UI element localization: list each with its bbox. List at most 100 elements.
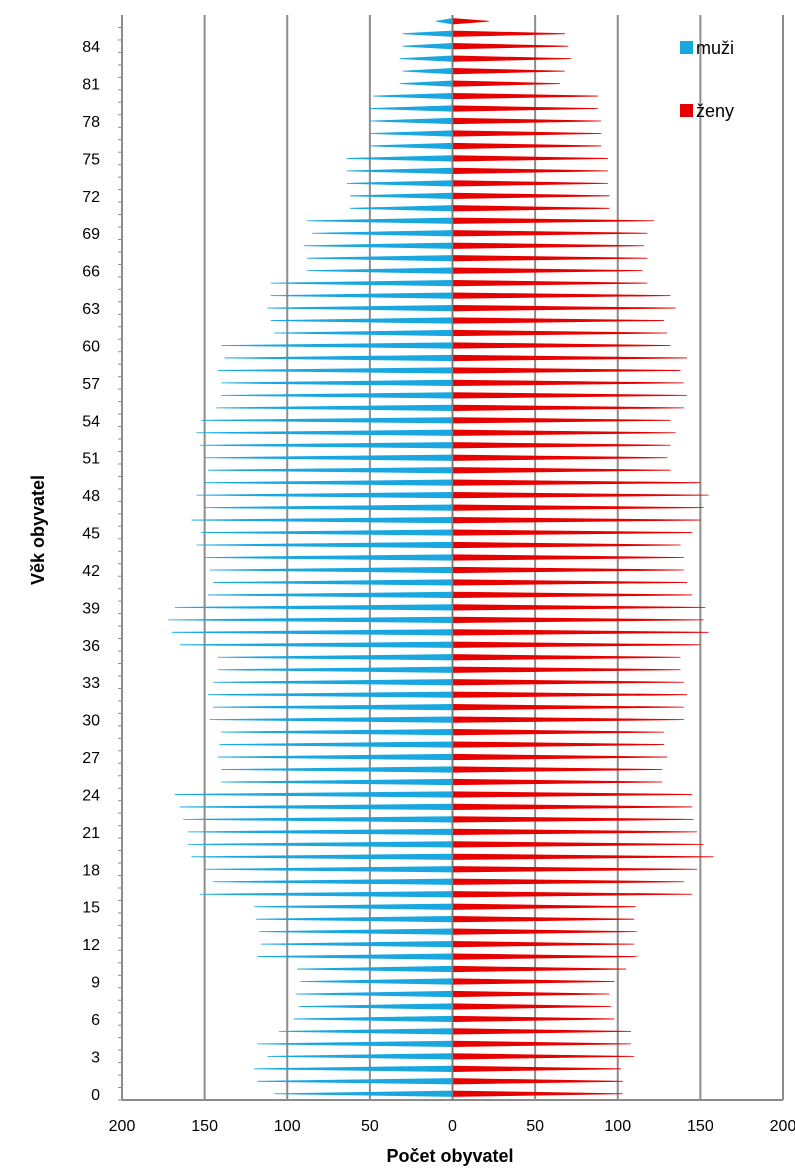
x-tick-label-3: 50 — [361, 1118, 379, 1135]
zeny-bar-age-6 — [452, 1015, 615, 1023]
muzi-bar-age-83 — [399, 55, 453, 62]
y-tick-label-12: 12 — [82, 937, 100, 954]
muzi-bar-age-10 — [297, 965, 453, 973]
zeny-bar-age-11 — [452, 953, 638, 960]
y-tick-label-9: 9 — [91, 975, 100, 992]
zeny-bar-age-27 — [452, 753, 668, 761]
x-tick-label-1: 150 — [191, 1118, 218, 1135]
zeny-bar-age-29 — [452, 728, 665, 736]
muzi-bar-age-16 — [199, 891, 453, 898]
zeny-bar-age-10 — [452, 965, 627, 973]
series-muzi-bars — [168, 18, 453, 1097]
x-tick-label-4: 0 — [448, 1118, 457, 1135]
legend-swatch-zeny — [680, 104, 693, 117]
muzi-bar-age-22 — [183, 816, 453, 823]
zeny-bar-age-50 — [452, 467, 671, 474]
zeny-bar-age-9 — [452, 978, 615, 985]
y-tick-label-6: 6 — [91, 1012, 100, 1029]
x-tick-labels: 200 150 100 50 0 50 100 150 200 — [109, 1118, 795, 1135]
y-tick-label-54: 54 — [82, 413, 100, 430]
y-tick-label-48: 48 — [82, 488, 100, 505]
muzi-bar-age-11 — [257, 953, 453, 960]
zeny-bar-age-25 — [452, 778, 663, 786]
y-tick-labels: 0369121518212427303336394245485154576063… — [82, 39, 100, 1104]
muzi-bar-age-61 — [274, 329, 453, 337]
x-tick-label-7: 150 — [687, 1118, 714, 1135]
muzi-bar-age-48 — [196, 492, 453, 499]
zeny-bar-age-31 — [452, 704, 684, 711]
legend-label-muzi: muži — [696, 38, 734, 58]
muzi-bar-age-30 — [209, 716, 453, 723]
muzi-bar-age-14 — [255, 916, 453, 923]
y-tick-label-36: 36 — [82, 638, 100, 655]
zeny-bar-age-70 — [452, 217, 655, 224]
zeny-bar-age-74 — [452, 167, 608, 175]
zeny-bar-age-83 — [452, 55, 572, 62]
zeny-bar-age-75 — [452, 155, 608, 162]
axes — [118, 15, 783, 1101]
x-tick-label-0: 200 — [109, 1118, 136, 1135]
muzi-bar-age-27 — [217, 753, 453, 761]
muzi-bar-age-60 — [221, 342, 453, 349]
zeny-bar-age-22 — [452, 816, 694, 823]
y-tick-label-18: 18 — [82, 862, 100, 879]
muzi-bar-age-66 — [307, 267, 453, 274]
muzi-bar-age-38 — [168, 616, 453, 623]
zeny-bar-age-44 — [452, 541, 681, 549]
muzi-bar-age-71 — [350, 205, 453, 212]
zeny-bar-age-73 — [452, 180, 608, 187]
muzi-bar-age-29 — [221, 728, 453, 736]
y-tick-label-84: 84 — [82, 39, 100, 56]
x-axis-title: Počet obyvatel — [386, 1146, 513, 1166]
y-tick-label-21: 21 — [82, 825, 100, 842]
y-tick-label-57: 57 — [82, 376, 100, 393]
zeny-bar-age-56 — [452, 392, 688, 399]
muzi-bar-age-67 — [307, 255, 453, 262]
zeny-bar-age-54 — [452, 417, 671, 424]
y-tick-label-72: 72 — [82, 189, 100, 206]
zeny-bar-age-51 — [452, 454, 668, 461]
muzi-bar-age-35 — [217, 654, 453, 661]
zeny-bar-age-66 — [452, 267, 643, 274]
y-tick-label-39: 39 — [82, 600, 100, 617]
muzi-bar-age-82 — [402, 68, 453, 75]
y-tick-label-66: 66 — [82, 264, 100, 281]
zeny-bar-age-14 — [452, 916, 635, 923]
muzi-bar-age-28 — [219, 741, 453, 748]
zeny-bar-age-39 — [452, 604, 706, 611]
zeny-bar-age-85 — [452, 30, 565, 37]
muzi-bar-age-5 — [278, 1028, 453, 1035]
zeny-bar-age-7 — [452, 1003, 612, 1010]
zeny-bar-age-2 — [452, 1065, 622, 1072]
y-tick-label-69: 69 — [82, 226, 100, 243]
muzi-bar-age-64 — [270, 292, 453, 299]
zeny-bar-age-19 — [452, 853, 714, 860]
zeny-bar-age-5 — [452, 1028, 631, 1035]
zeny-bar-age-4 — [452, 1040, 631, 1047]
zeny-bar-age-79 — [452, 105, 598, 112]
y-tick-label-0: 0 — [91, 1087, 100, 1104]
muzi-bar-age-9 — [300, 978, 453, 985]
zeny-bar-age-45 — [452, 529, 693, 536]
zeny-bar-age-34 — [452, 666, 681, 673]
zeny-bar-age-53 — [452, 429, 676, 436]
muzi-bar-age-7 — [298, 1003, 453, 1010]
muzi-bar-age-32 — [207, 691, 453, 698]
muzi-bar-age-47 — [204, 504, 453, 511]
y-tick-label-51: 51 — [82, 451, 100, 468]
zeny-bar-age-17 — [452, 878, 684, 885]
muzi-bar-age-49 — [204, 479, 453, 486]
zeny-bar-age-69 — [452, 230, 648, 237]
y-tick-label-45: 45 — [82, 526, 100, 543]
x-tick-label-6: 100 — [604, 1118, 631, 1135]
muzi-bar-age-44 — [196, 541, 453, 549]
y-tick-label-30: 30 — [82, 713, 100, 730]
zeny-bar-age-12 — [452, 940, 635, 948]
muzi-bar-age-37 — [171, 629, 453, 636]
zeny-bar-age-58 — [452, 367, 681, 374]
legend-label-zeny: ženy — [696, 101, 734, 121]
muzi-bar-age-85 — [402, 30, 453, 37]
muzi-bar-age-72 — [350, 192, 453, 199]
muzi-bar-age-77 — [369, 130, 453, 137]
zeny-bar-age-21 — [452, 828, 698, 835]
